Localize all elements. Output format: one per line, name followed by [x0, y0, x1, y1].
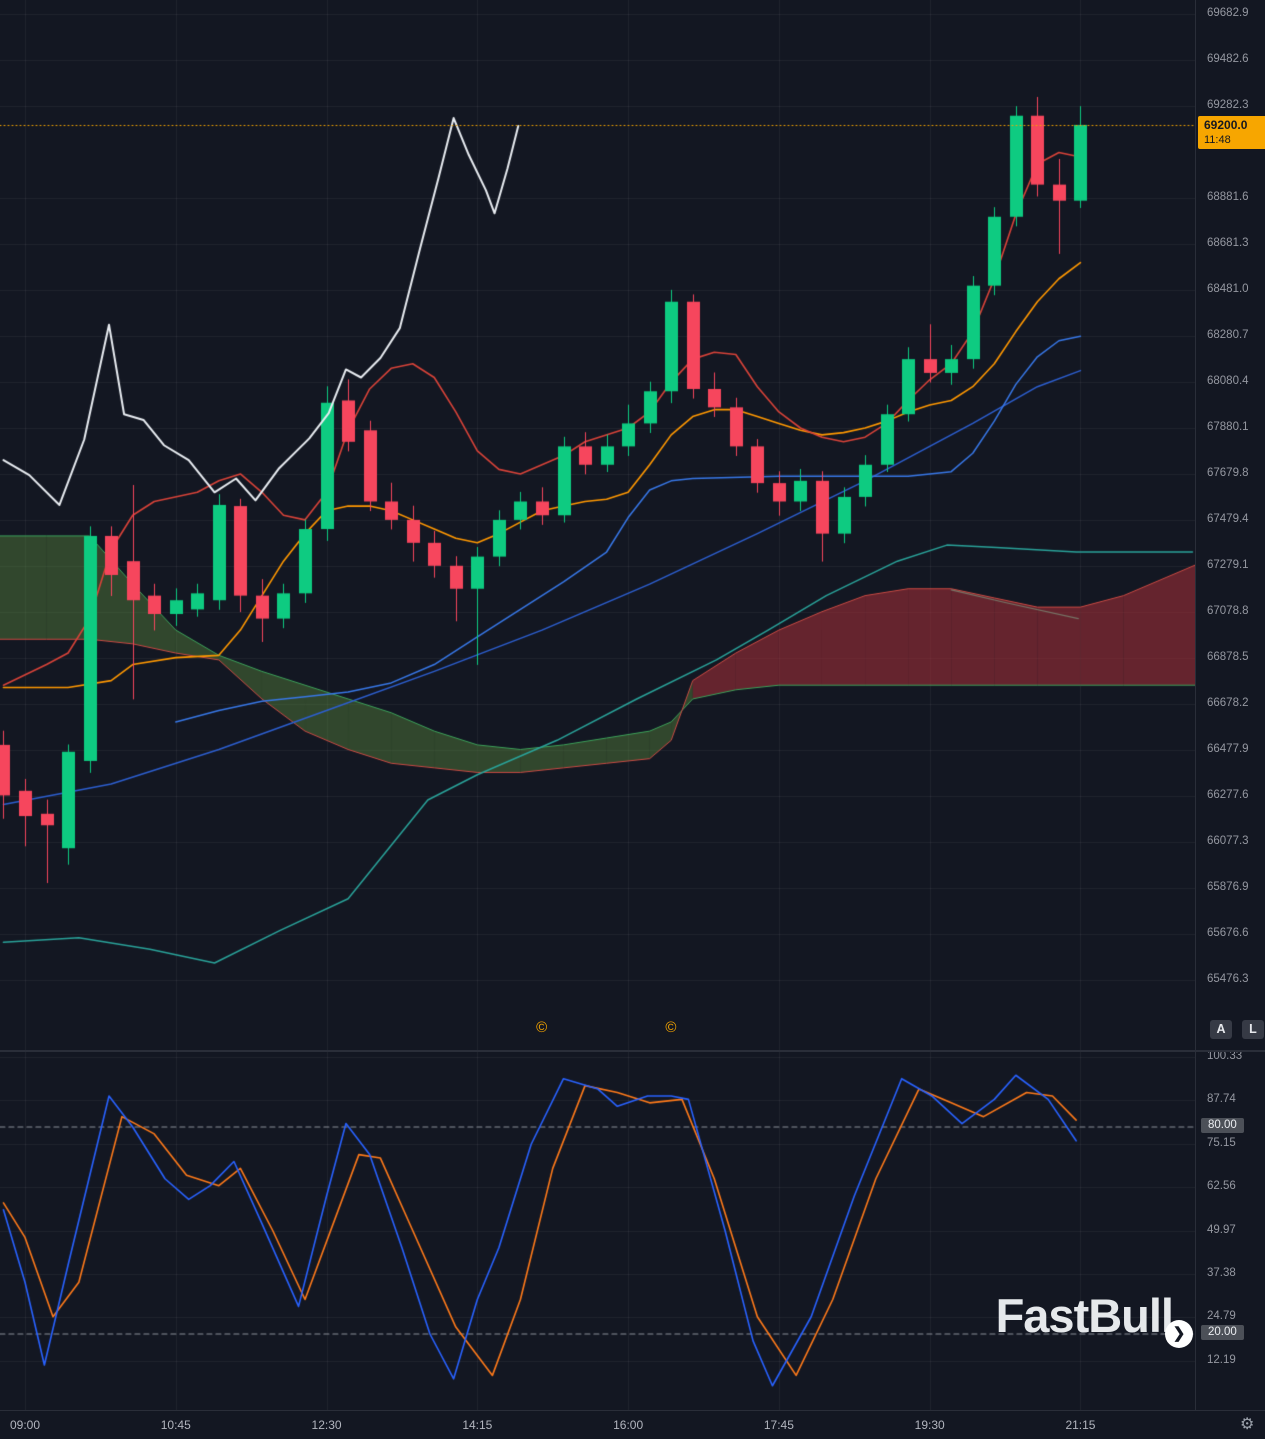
price-axis-label: 67279.1 — [1207, 558, 1249, 571]
stoch-axis-label: 37.38 — [1207, 1267, 1236, 1280]
stoch-axis-label: 49.97 — [1207, 1223, 1236, 1236]
settings-gear-icon[interactable]: ⚙ — [1240, 1416, 1255, 1433]
price-axis-label: 65476.3 — [1207, 972, 1249, 985]
log-scale-button[interactable]: L — [1242, 1020, 1264, 1039]
watermark-text: FastBull — [995, 1289, 1174, 1342]
price-axis-label: 67078.8 — [1207, 604, 1249, 617]
price-axis-label: 67679.8 — [1207, 466, 1249, 479]
countdown-timer: 11:48 — [1204, 133, 1231, 146]
price-axis-label: 68681.3 — [1207, 237, 1249, 250]
copyright-marker-icon[interactable]: © — [536, 1019, 548, 1036]
pane-divider[interactable] — [0, 1050, 1265, 1052]
price-axis-label: 68080.4 — [1207, 374, 1249, 387]
current-price-badge: 69200.0 11:48 — [1198, 115, 1265, 149]
auto-scale-button[interactable]: A — [1210, 1020, 1232, 1039]
price-axis-label: 69482.6 — [1207, 53, 1249, 66]
price-axis-label: 66878.5 — [1207, 650, 1249, 663]
stoch-axis-label: 12.19 — [1207, 1353, 1236, 1366]
price-axis-label: 68481.0 — [1207, 283, 1249, 295]
price-axis-label: 66678.2 — [1207, 696, 1249, 709]
time-axis-label: 19:30 — [914, 1418, 945, 1432]
time-axis-label: 10:45 — [160, 1418, 191, 1432]
fastbull-watermark: FastBull❯ — [995, 1288, 1193, 1348]
event-markers-layer: © © — [536, 1019, 677, 1036]
copyright-marker-icon[interactable]: © — [665, 1019, 677, 1036]
time-axis-label: 14:15 — [462, 1418, 493, 1432]
price-axis-label: 68280.7 — [1207, 329, 1249, 341]
time-axis-label: 12:30 — [311, 1418, 342, 1432]
watermark-arrow-icon: ❯ — [1165, 1320, 1193, 1348]
stoch-level-badge: 80.00 — [1201, 1118, 1244, 1133]
price-axis-label: 66277.6 — [1207, 788, 1249, 801]
price-axis-label: 69682.9 — [1207, 7, 1249, 20]
stoch-axis-label: 87.74 — [1207, 1093, 1236, 1106]
time-axis[interactable]: ⚙ 09:00 10:45 12:30 14:15 16:00 17:45 19:30 21:… — [0, 1410, 1265, 1439]
price-axis-label: 66077.3 — [1207, 834, 1249, 847]
price-axis-label: 67880.1 — [1207, 420, 1249, 433]
stochastic-pane-canvas[interactable] — [0, 1052, 1195, 1410]
price-axis-label: 68881.6 — [1207, 191, 1249, 204]
time-axis-label: 21:15 — [1065, 1418, 1096, 1432]
stoch-axis-label: 75.15 — [1207, 1136, 1236, 1149]
price-axis-label: 66477.9 — [1207, 742, 1249, 755]
price-axis-label: 69282.3 — [1207, 99, 1249, 112]
stoch-axis-label: 100.33 — [1207, 1049, 1243, 1062]
stoch-axis-label: 62.56 — [1207, 1180, 1236, 1193]
price-axis[interactable]: 69200.0 11:48 A L 69682.9 69482.6 69282.3 6… — [1195, 0, 1265, 1410]
stoch-level-badge: 20.00 — [1201, 1325, 1244, 1340]
price-axis-label: 67479.4 — [1207, 513, 1249, 525]
time-axis-label: 09:00 — [9, 1418, 41, 1432]
price-axis-label: 65676.6 — [1207, 926, 1249, 939]
price-chart-canvas[interactable] — [0, 0, 1195, 1052]
time-axis-label: 16:00 — [613, 1418, 644, 1432]
price-axis-label: 65876.9 — [1207, 880, 1249, 893]
time-axis-label: 17:45 — [763, 1418, 794, 1432]
stoch-axis-label: 24.79 — [1207, 1310, 1236, 1323]
current-price-value: 69200.0 — [1204, 117, 1248, 132]
